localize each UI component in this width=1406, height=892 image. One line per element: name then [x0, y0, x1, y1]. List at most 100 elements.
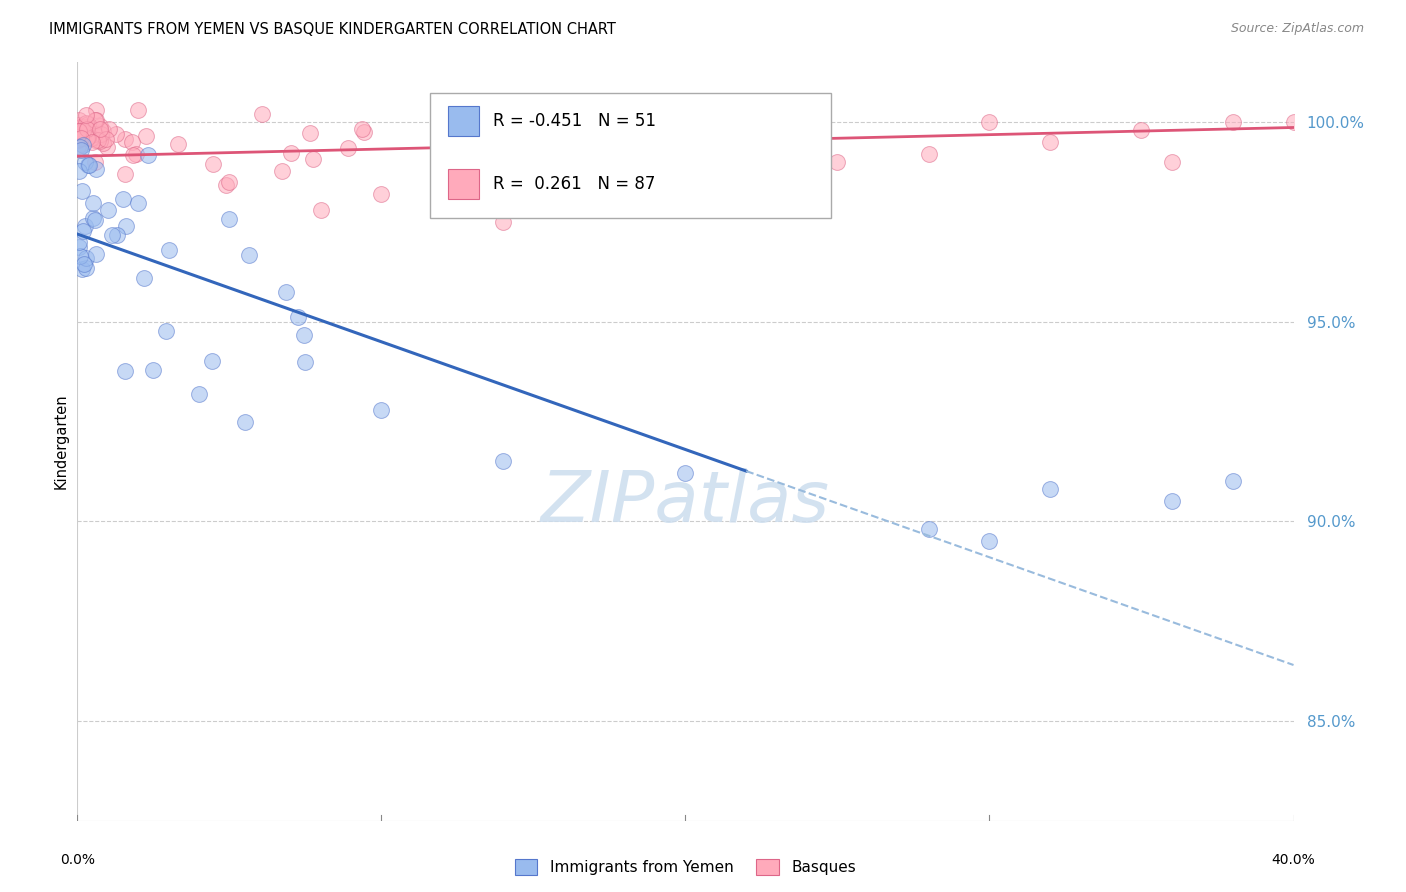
Point: [270, 163, 292, 178]
Point: [1222, 475, 1244, 489]
Point: [67, 112, 90, 127]
Point: [370, 187, 392, 202]
Bar: [449, 169, 478, 199]
Point: [70, 184, 93, 198]
Point: [114, 364, 136, 378]
Point: [75, 260, 97, 275]
Point: [132, 271, 155, 285]
Point: [84, 161, 107, 176]
Point: [89, 119, 111, 133]
Point: [72, 126, 94, 140]
Point: [70, 136, 93, 151]
Point: [69, 125, 91, 139]
Point: [94, 132, 117, 146]
Point: [299, 126, 322, 140]
Point: [91, 124, 114, 138]
Point: [69, 120, 91, 134]
Point: [69, 121, 91, 136]
Point: [136, 148, 159, 162]
Point: [280, 146, 302, 161]
Point: [79, 131, 101, 145]
Point: [918, 147, 941, 161]
Point: [67, 131, 90, 145]
Point: [121, 135, 143, 149]
Point: [66, 139, 89, 153]
Point: [77, 158, 100, 172]
Point: [105, 228, 128, 243]
Point: [70, 143, 93, 157]
Point: [70, 120, 93, 135]
Point: [67, 124, 90, 138]
Point: [1282, 115, 1305, 129]
Point: [114, 168, 136, 182]
Point: [218, 175, 240, 189]
Point: [287, 310, 309, 325]
Point: [613, 203, 636, 218]
Point: [80, 135, 103, 149]
FancyBboxPatch shape: [430, 93, 831, 218]
Point: [124, 147, 146, 161]
Point: [115, 219, 138, 233]
Point: [79, 120, 101, 135]
Point: [67, 164, 90, 178]
Y-axis label: Kindergarten: Kindergarten: [53, 393, 69, 490]
Point: [675, 467, 697, 481]
Text: ZIPatlas: ZIPatlas: [541, 467, 830, 537]
Point: [827, 155, 849, 169]
Point: [75, 116, 97, 130]
Point: [83, 128, 105, 142]
Point: [294, 355, 316, 369]
Point: [292, 327, 315, 342]
Point: [83, 113, 105, 128]
Point: [553, 195, 575, 210]
Point: [70, 129, 93, 144]
Point: [84, 246, 107, 260]
Point: [1130, 123, 1153, 137]
Point: [309, 203, 332, 218]
Point: [112, 192, 135, 206]
Point: [91, 136, 114, 150]
Point: [77, 129, 100, 144]
Text: R = -0.451   N = 51: R = -0.451 N = 51: [494, 112, 657, 130]
Point: [82, 211, 104, 225]
Point: [89, 134, 111, 148]
Point: [114, 132, 136, 146]
Point: [67, 235, 90, 249]
Point: [75, 121, 97, 136]
Point: [67, 240, 90, 254]
Point: [157, 243, 180, 257]
Point: [97, 121, 120, 136]
Point: [201, 354, 224, 368]
Point: [101, 228, 124, 243]
Point: [76, 131, 98, 145]
Point: [75, 155, 97, 169]
Point: [127, 195, 149, 210]
Bar: [449, 105, 478, 136]
Point: [274, 285, 297, 299]
Point: [432, 195, 454, 210]
Text: R =  0.261   N = 87: R = 0.261 N = 87: [494, 175, 655, 193]
Point: [188, 386, 211, 401]
Point: [84, 133, 107, 147]
Point: [215, 178, 238, 192]
Point: [353, 125, 375, 139]
Point: [1161, 494, 1184, 508]
Point: [73, 219, 96, 233]
Point: [302, 152, 325, 166]
Point: [979, 115, 1001, 129]
Point: [979, 534, 1001, 549]
Point: [735, 175, 758, 189]
Point: [492, 215, 515, 229]
Point: [77, 158, 100, 172]
Point: [918, 522, 941, 536]
Point: [250, 107, 273, 121]
Point: [87, 129, 110, 144]
Point: [1039, 483, 1062, 497]
Point: [238, 247, 260, 261]
Point: [121, 148, 143, 162]
Point: [166, 137, 188, 152]
Point: [135, 129, 157, 144]
Point: [84, 103, 107, 118]
Point: [70, 262, 93, 277]
Point: [67, 124, 90, 138]
